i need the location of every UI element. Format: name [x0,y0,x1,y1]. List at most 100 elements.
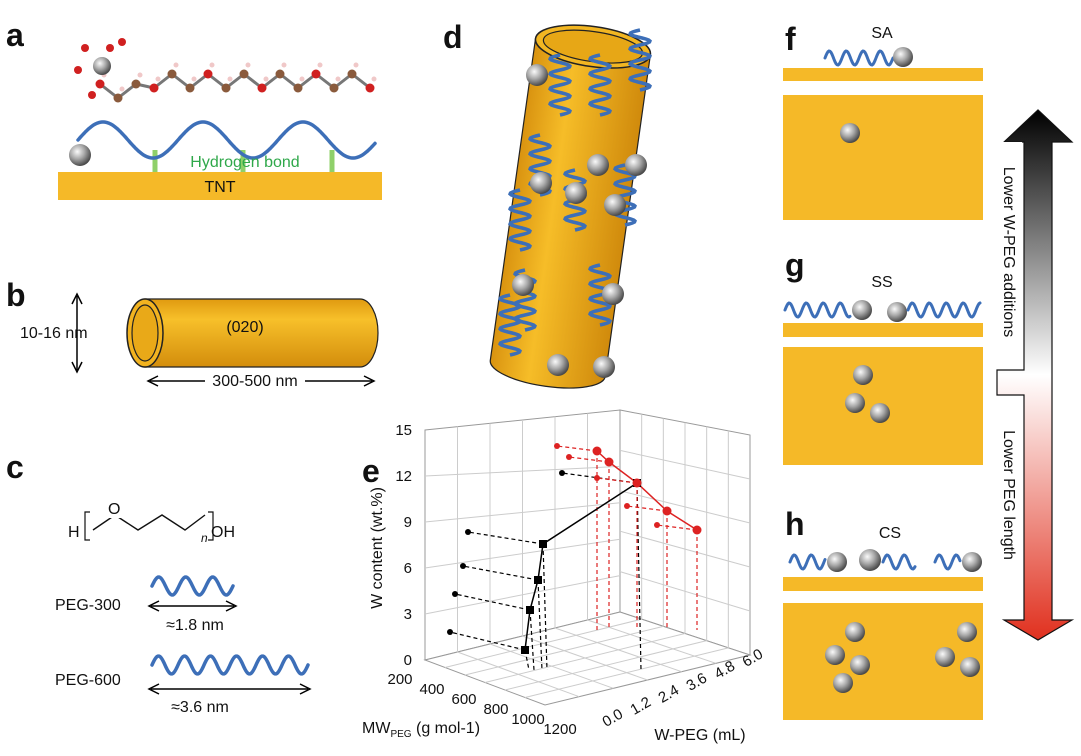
plot-line [462,565,539,581]
w-sphere [526,64,548,86]
panel-label: h [785,506,805,542]
length-label: 300-500 nm [212,373,297,390]
x-title-sub: PEG [390,729,411,740]
atom [95,79,105,89]
w-sphere [850,655,870,675]
peg-wave [906,301,982,319]
plot-line [619,530,751,568]
point [632,478,642,488]
plot-line [424,538,621,569]
atom [311,69,321,79]
atom [227,76,233,82]
atom [353,62,359,68]
plot-line [619,490,751,524]
y-tick-label: 12 [395,468,412,485]
w-sphere [602,283,624,305]
atom [293,83,303,93]
plot-line [619,571,751,612]
panel-label: a [6,17,24,53]
proj-dot [460,563,466,569]
w-sphere [845,622,865,642]
plot-line [424,575,621,615]
plot-line [467,531,544,545]
atom [329,83,339,93]
panel-label: f [785,21,796,57]
peg-chains [150,575,310,676]
proj-dot [566,454,572,460]
proj-dot [594,475,600,481]
plot-line [449,631,526,651]
point [534,576,542,584]
atom [191,76,197,82]
w-sphere [547,354,569,376]
atom [245,62,251,68]
proj-dot [559,470,565,476]
y-tick-label: 15 [395,422,412,439]
peg600-label: PEG-600 [55,672,121,689]
x-tick-label: 400 [419,681,444,698]
peg-helix [588,263,612,327]
atom [317,62,323,68]
w-sphere [69,144,91,166]
hbond-label: Hydrogen bond [190,154,299,171]
panel-label: c [6,449,24,485]
peg300-label: PEG-300 [55,597,121,614]
atom [257,83,267,93]
molecule [74,38,377,103]
nanotube [144,298,379,368]
w-sphere [859,549,881,571]
peg300-length: ≈1.8 nm [166,617,224,634]
panel-label: d [443,19,463,55]
atom [221,83,231,93]
atom [203,69,213,79]
atom [371,76,377,82]
tube-end [131,304,159,362]
x-axis-title: MWPEG (g mol-1) [362,720,480,740]
proj-dot [465,529,471,535]
peg-wave [881,553,917,571]
atom [118,38,126,46]
w-sphere [512,274,534,296]
formula-o: O [108,501,120,518]
panel-label: e [362,453,380,489]
peg-wave [933,553,962,571]
panel-label: g [785,247,805,283]
peg-helix [508,188,532,252]
atom [106,44,114,52]
plot-line [587,619,716,664]
atom [81,44,89,52]
z-axis-title: W-PEG (mL) [654,727,745,744]
w-sphere [625,154,647,176]
proj-dot [447,629,453,635]
w-sphere [962,552,982,572]
peg-wave [150,654,310,676]
atom [137,72,143,78]
w-sphere [833,673,853,693]
brackets [84,511,214,541]
peg-wave [150,575,235,597]
w-sphere [604,194,626,216]
atom [335,76,341,82]
atom [281,62,287,68]
plot-line [537,579,543,671]
w-sphere [957,622,977,642]
atom [209,62,215,68]
atom [185,83,195,93]
substrates [783,68,983,720]
x-title-unit: (g mol-1) [412,720,480,737]
plot-line [542,543,548,671]
w-sphere [827,552,847,572]
proj-dot [554,443,560,449]
x-tick-label: 600 [451,691,476,708]
atom [74,66,82,74]
plot-line [424,465,621,477]
w-sphere [852,300,872,320]
point [692,525,702,535]
peg-helix [548,53,572,117]
atom [149,83,159,93]
y-tick-label: 9 [404,514,412,531]
panel-label: b [6,277,26,313]
atom [167,69,177,79]
